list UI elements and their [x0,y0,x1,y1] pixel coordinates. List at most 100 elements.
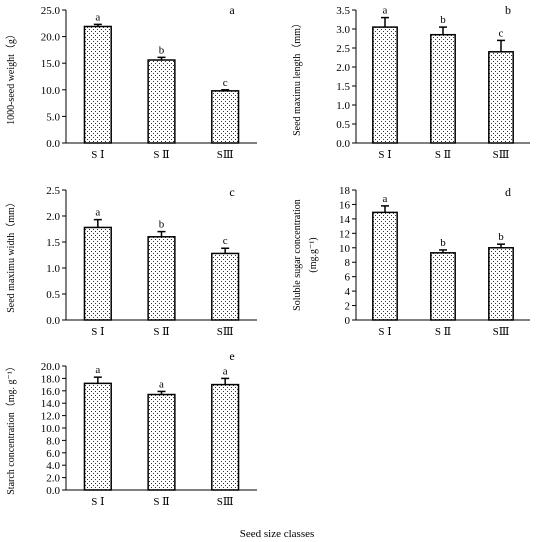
bar-2 [211,90,240,144]
y-tick-label: 0 [345,315,351,327]
significance-label-2: a [223,365,228,377]
bar-0 [83,382,112,491]
category-label-2: SⅢ [217,326,234,338]
y-tick-label: 0.5 [336,119,350,131]
bar-1 [147,393,176,491]
bar-2 [488,51,514,144]
y-tick-label: 20.0 [41,32,61,44]
panel-label: b [505,3,511,17]
category-label-2: SⅢ [493,149,510,161]
y-axis-title: Soluble sugar concentration [292,199,303,311]
chart-panel-c: 0.0 0.5 1.0 1.5 2.0 2.5 a S Ⅰ b S Ⅱ c SⅢ c Seed maxim… [5,185,257,338]
category-label-2: SⅢ [217,149,234,161]
y-axis-title: 1000-seed weight（g） [5,29,17,125]
chart-panel-a: 0.0 5.0 10.0 15.0 20.0 25.0 a S Ⅰ b S Ⅱ c SⅢ a 1000-s… [5,3,257,161]
bar-2 [211,383,240,491]
y-tick-label: 2.5 [336,43,350,55]
significance-label-0: a [383,193,388,205]
significance-label-2: c [223,235,228,247]
significance-label-2: c [499,27,504,39]
y-axis-title: Starch concentration（mg. g⁻¹） [5,361,17,495]
y-tick-label: 3.0 [336,24,350,36]
y-tick-label: 2.0 [336,62,350,74]
y-tick-label: 12 [339,228,350,240]
y-tick-label: 16 [339,199,351,211]
y-tick-label: 15.0 [41,58,61,70]
category-label-1: S Ⅱ [153,326,169,338]
y-axis-title-unit: (mg.g⁻¹) [308,237,319,272]
significance-label-0: a [95,207,100,219]
y-tick-label: 18 [339,185,351,197]
y-tick-label: 8.0 [46,435,60,447]
bar-0 [83,25,112,144]
y-tick-label: 0.5 [46,289,60,301]
bar-2 [211,252,240,321]
y-tick-label: 0.0 [336,138,350,150]
y-tick-label: 2.0 [46,211,60,223]
y-tick-label: 2.0 [46,473,60,485]
y-tick-label: 12.0 [41,411,61,423]
bar-1 [430,33,456,144]
significance-label-1: b [159,219,165,231]
y-tick-label: 6 [345,272,351,284]
y-tick-label: 1.5 [336,81,350,93]
y-tick-label: 14 [339,214,351,226]
chart-panel-d: 0 2 4 6 8 10 12 14 16 18 a S Ⅰ b S Ⅱ b SⅢ d Soluble sugar… [292,185,530,338]
panels: 0.05.010.015.020.025.0aS ⅠbS ⅡcSⅢa1000-s… [5,3,530,508]
y-tick-label: 1.0 [336,100,350,112]
y-tick-label: 10.0 [41,423,61,435]
category-label-0: S Ⅰ [378,326,391,338]
y-tick-label: 0.0 [46,138,60,150]
y-tick-label: 4 [345,286,351,298]
significance-label-0: a [383,5,388,17]
panel-label: d [505,185,511,199]
y-tick-label: 0.0 [46,485,60,497]
significance-label-2: b [498,231,504,243]
significance-label-1: b [440,14,446,26]
bar-2 [488,247,514,321]
chart-panel-e: 0.02.04.06.08.010.012.014.016.018.020.0 a… [5,349,257,508]
y-tick-label: 4.0 [46,460,60,472]
y-tick-label: 20.0 [41,361,61,373]
bar-1 [147,236,176,321]
bar-1 [430,252,456,321]
significance-label-0: a [95,364,100,376]
y-axis-title: Seed maximu width（mm） [5,197,17,313]
y-tick-label: 2 [345,301,351,313]
y-tick-label: 10.0 [41,85,61,97]
category-label-0: S Ⅰ [91,149,104,161]
bar-1 [147,59,176,144]
figure-x-axis-title: Seed size classes [240,528,315,540]
category-label-1: S Ⅱ [435,149,451,161]
y-tick-label: 18.0 [41,373,61,385]
y-tick-label: 8 [345,257,351,269]
bar-0 [372,26,398,144]
bar-0 [83,226,112,321]
y-tick-label: 10 [339,243,351,255]
category-label-0: S Ⅰ [91,496,104,508]
y-tick-label: 25.0 [41,5,61,17]
y-tick-label: 3.5 [336,5,350,17]
significance-label-1: b [159,44,165,56]
significance-label-0: a [95,11,100,23]
y-tick-label: 5.0 [46,111,60,123]
category-label-2: SⅢ [493,326,510,338]
category-label-0: S Ⅰ [378,149,391,161]
category-label-1: S Ⅱ [153,496,169,508]
significance-label-1: b [440,237,446,249]
y-tick-label: 0.0 [46,315,60,327]
panel-label: e [229,349,234,363]
category-label-1: S Ⅱ [435,326,451,338]
y-tick-label: 1.5 [46,237,60,249]
bar-0 [372,211,398,321]
y-tick-label: 14.0 [41,398,61,410]
category-label-2: SⅢ [217,496,234,508]
y-tick-label: 16.0 [41,386,61,398]
chart-panel-b: 0.0 0.5 1.0 1.5 2.0 2.5 3.0 3.5 a S Ⅰ b S Ⅱ c SⅢ b Seed… [291,3,530,161]
category-label-1: S Ⅱ [153,149,169,161]
significance-label-1: a [159,378,164,390]
panel-label: a [229,3,235,17]
panel-label: c [229,185,234,199]
y-tick-label: 2.5 [46,185,60,197]
